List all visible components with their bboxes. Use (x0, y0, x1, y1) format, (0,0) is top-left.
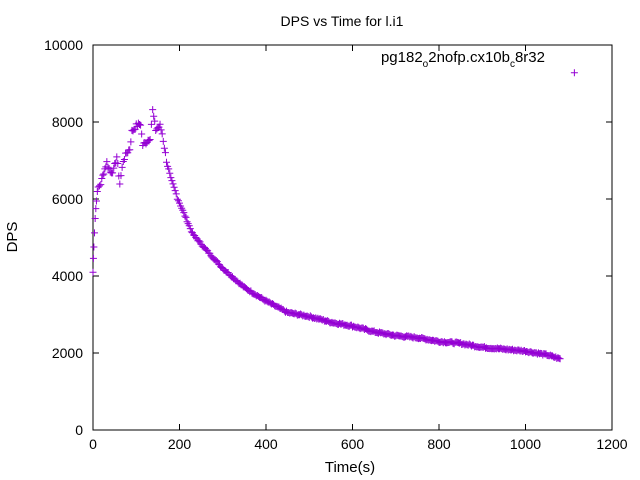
data-point (120, 155, 128, 163)
x-tick-label: 200 (168, 436, 192, 452)
legend-label: pg182o2nofp.cx10bc8r32 (381, 49, 545, 70)
plot-frame (92, 44, 613, 431)
chart-title: DPS vs Time for l.i1 (281, 13, 404, 29)
data-point (173, 195, 181, 203)
data-point (169, 180, 177, 188)
data-point (180, 209, 188, 217)
data-point (109, 169, 117, 177)
y-tick-label: 2000 (52, 345, 83, 361)
data-point (89, 268, 97, 276)
data-point (91, 215, 99, 223)
data-point (90, 243, 98, 251)
data-point (118, 163, 126, 171)
data-point (116, 180, 124, 188)
data-point (146, 135, 154, 143)
data-point (186, 225, 194, 233)
y-tick-label: 0 (75, 422, 83, 438)
data-point (212, 256, 220, 264)
data-point (167, 174, 175, 182)
y-tick-label: 10000 (44, 37, 83, 53)
data-point (168, 177, 176, 185)
data-point (93, 187, 101, 195)
data-point (137, 121, 145, 129)
data-point (145, 137, 153, 145)
data-point (92, 205, 100, 213)
x-tick-label: 1000 (510, 436, 541, 452)
data-point (156, 120, 164, 128)
data-point (182, 213, 190, 221)
data-point (159, 137, 167, 145)
data-point (158, 130, 166, 138)
data-point (104, 163, 112, 171)
data-point (151, 117, 159, 125)
data-point (150, 112, 158, 120)
data-point (161, 149, 169, 157)
data-point (103, 158, 111, 166)
legend-marker (570, 69, 578, 77)
x-tick-label: 1200 (596, 436, 627, 452)
data-point (89, 254, 97, 262)
data-point (135, 121, 143, 129)
data-point (138, 130, 146, 138)
data-point (92, 197, 100, 205)
data-point (113, 153, 121, 161)
data-point (147, 120, 155, 128)
x-tick-label: 0 (89, 436, 97, 452)
data-point (97, 181, 105, 189)
legend-label-part: 8r32 (515, 49, 545, 66)
data-point (170, 183, 178, 191)
data-point (99, 171, 107, 179)
y-tick-label: 4000 (52, 268, 83, 284)
legend: pg182o2nofp.cx10bc8r32 (381, 49, 578, 77)
data-point (166, 169, 174, 177)
data-point (176, 199, 183, 207)
plot-border (92, 44, 613, 431)
x-tick-label: 600 (341, 436, 365, 452)
data-point (185, 222, 193, 230)
legend-label-part: pg182 (381, 49, 423, 66)
legend-label-subscript: o (423, 59, 429, 70)
data-point (556, 355, 564, 363)
data-point (195, 237, 203, 245)
data-point (157, 126, 165, 134)
data-point (91, 229, 99, 237)
data-points (89, 106, 564, 363)
x-tick-label: 400 (254, 436, 278, 452)
y-tick-label: 8000 (52, 114, 83, 130)
data-point (149, 106, 157, 114)
data-point (126, 146, 134, 154)
data-point (172, 190, 180, 198)
y-tick-label: 6000 (52, 191, 83, 207)
data-point (110, 164, 118, 172)
legend-marker-plus (570, 69, 578, 77)
y-axis-label: DPS (4, 222, 21, 253)
legend-label-part: 2nofp.cx10b (428, 49, 510, 66)
data-point (181, 212, 189, 220)
data-point (114, 160, 122, 168)
data-point (100, 170, 108, 178)
data-point (171, 187, 179, 195)
data-point (127, 138, 135, 146)
data-point (165, 165, 173, 173)
y-axis-ticks: 0 2000 4000 6000 8000 10000 (44, 37, 612, 438)
x-tick-label: 800 (427, 436, 451, 452)
data-point (160, 144, 168, 152)
x-axis-ticks: 0 200 400 600 800 1000 1200 (89, 45, 628, 452)
data-point (142, 140, 150, 148)
x-axis-label: Time(s) (325, 459, 375, 476)
data-point (98, 174, 106, 182)
data-point (95, 182, 103, 190)
legend-label-subscript: c (510, 59, 515, 70)
data-point (117, 172, 125, 180)
data-point (163, 158, 171, 166)
